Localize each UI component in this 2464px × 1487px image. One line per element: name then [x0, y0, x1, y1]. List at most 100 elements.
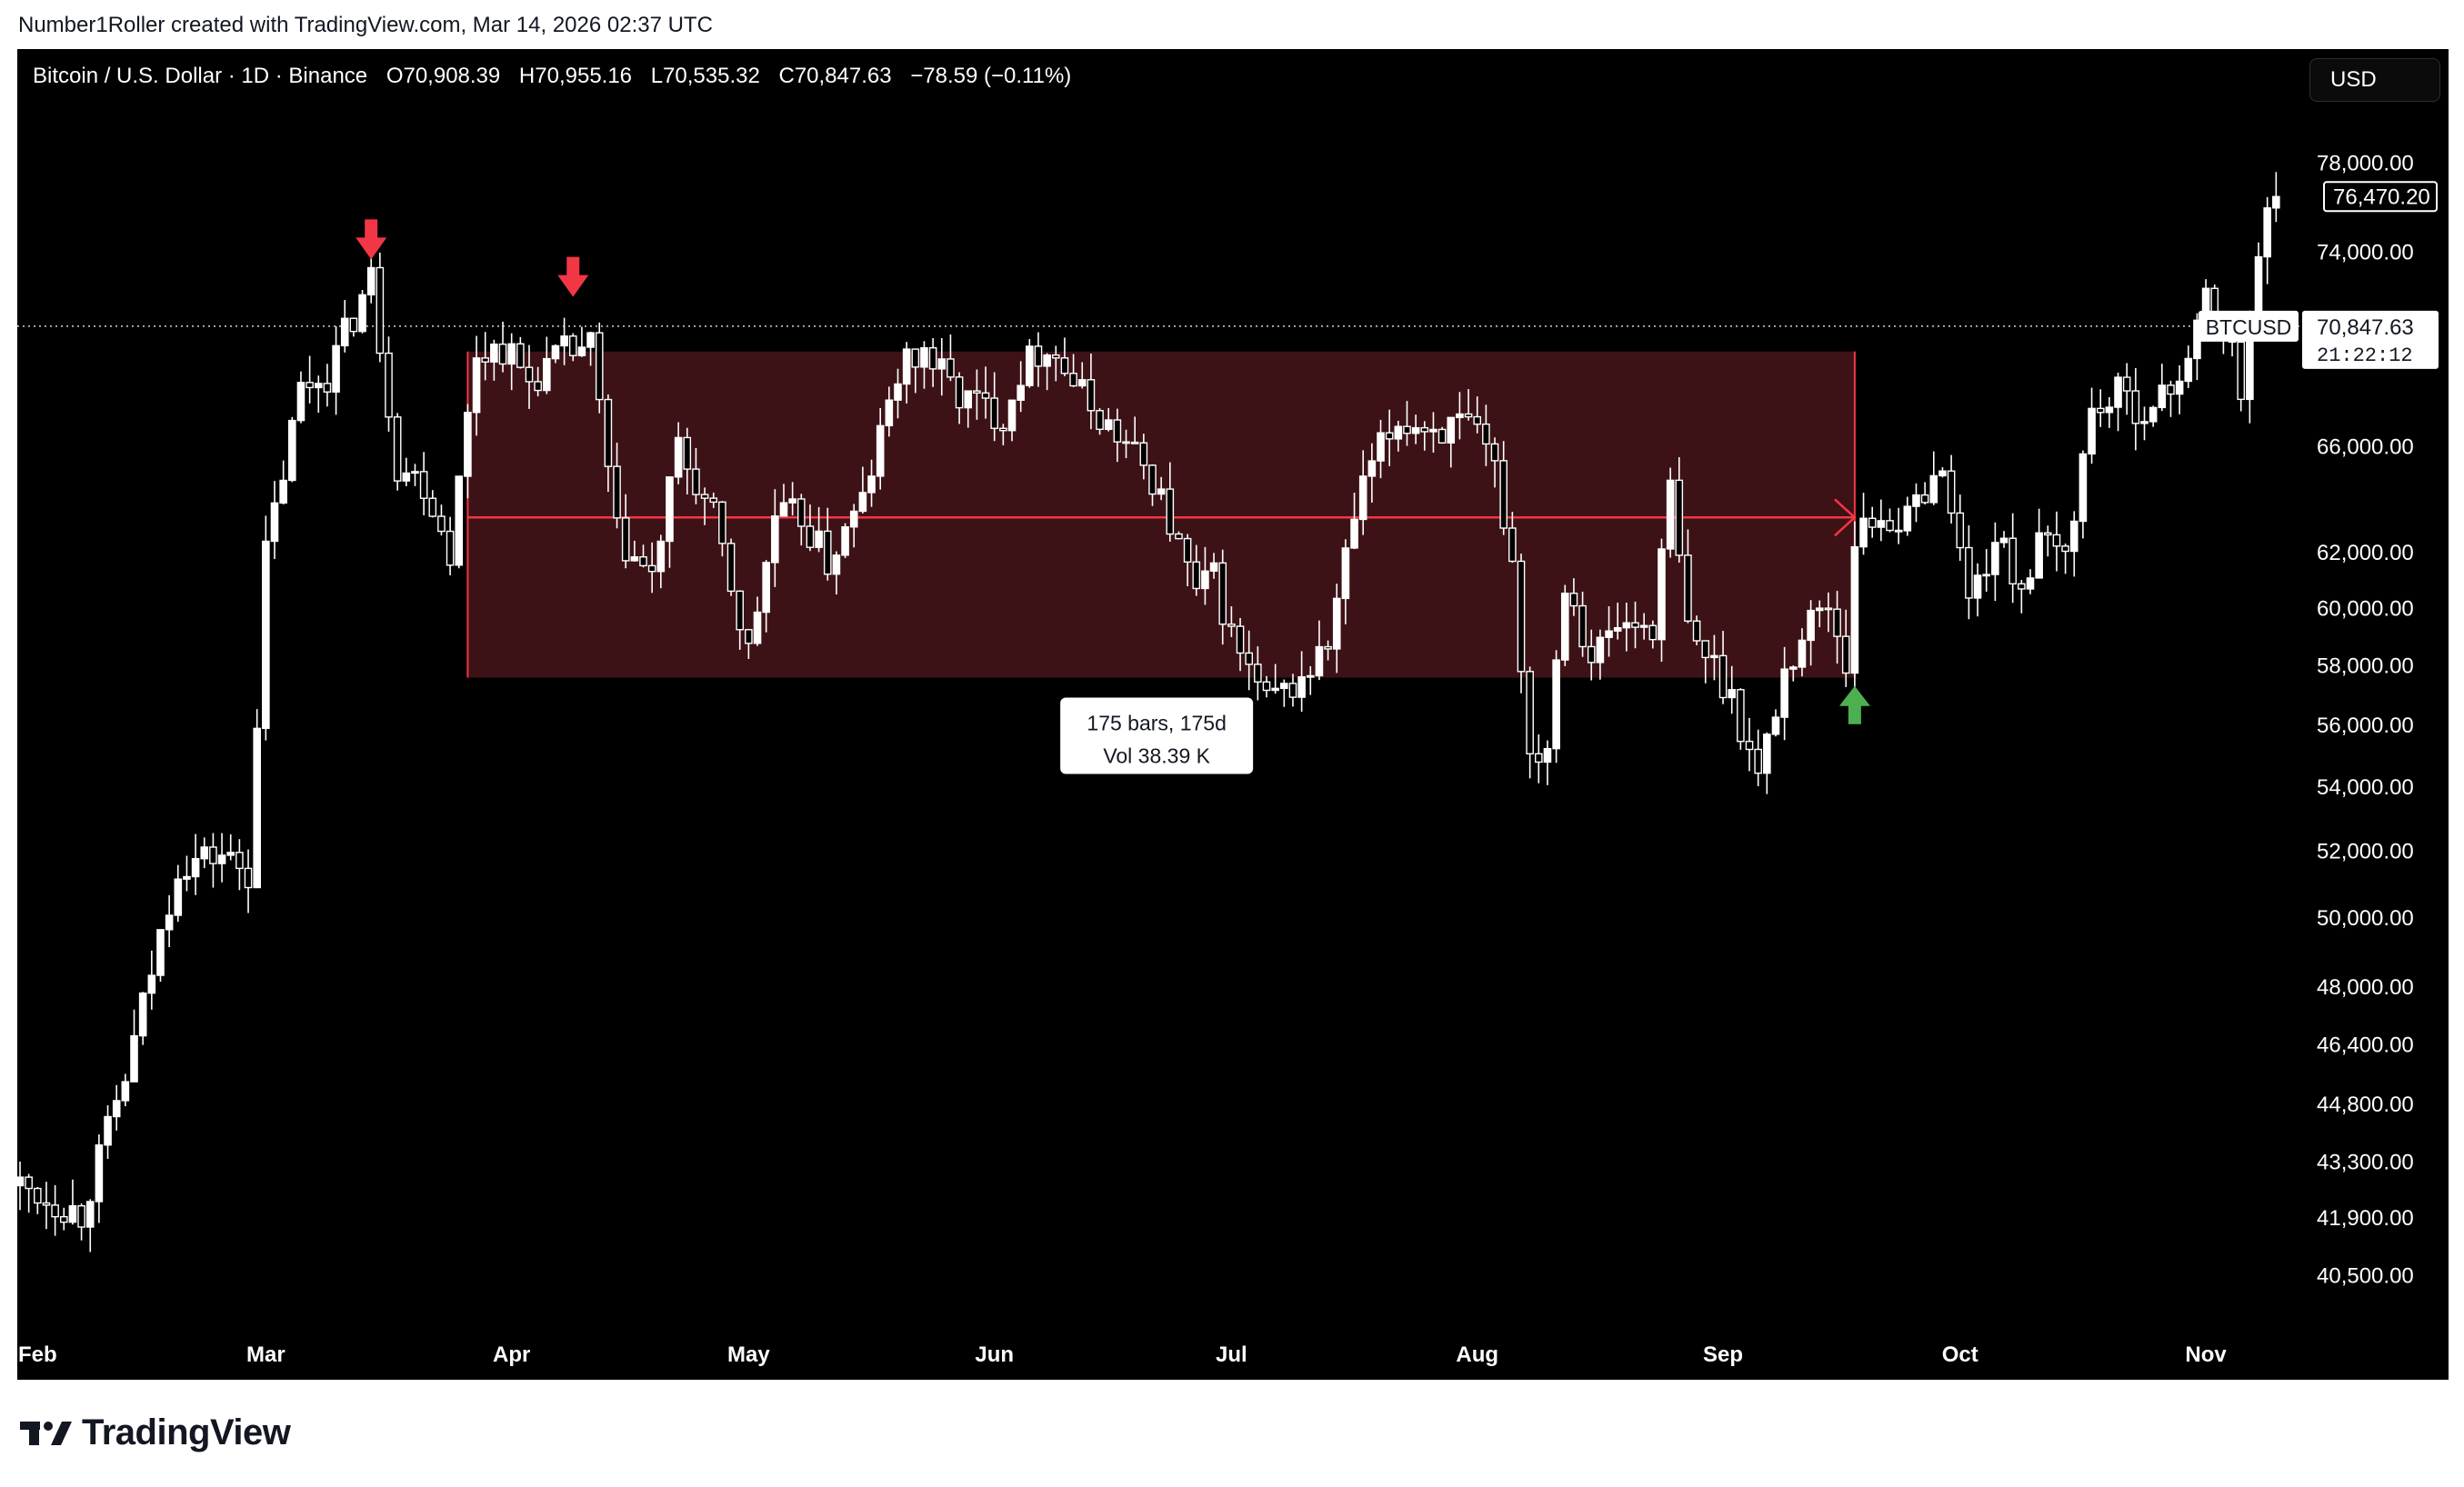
y-tick-label: 66,000.00	[2317, 434, 2414, 459]
candle-body-up	[1007, 399, 1017, 432]
candle-body-up	[1798, 639, 1807, 668]
candle-body-up	[1394, 425, 1403, 440]
candle	[1262, 675, 1271, 698]
candle-body-up	[1280, 683, 1288, 690]
candle-body-up	[1017, 384, 1025, 401]
candle-body-up	[1815, 607, 1824, 612]
tradingview-brand[interactable]: TradingView	[20, 1412, 291, 1453]
candle-body-up	[2148, 406, 2158, 423]
attribution-text: Number1Roller created with TradingView.c…	[18, 13, 713, 37]
candle-body-up	[630, 556, 639, 562]
candle-body-down	[1437, 428, 1447, 444]
candle	[1692, 615, 1701, 645]
candle	[1437, 426, 1447, 444]
candle-body-down	[981, 392, 990, 399]
candle	[753, 596, 762, 646]
candle	[595, 322, 604, 414]
candle-body-up	[1306, 674, 1315, 678]
candle	[832, 551, 841, 595]
candle	[1026, 339, 1034, 388]
candle-body-down	[1701, 640, 1710, 659]
candle	[525, 344, 534, 409]
candle-body-up	[1877, 520, 1886, 528]
candle	[1113, 408, 1122, 463]
candle-body-up	[1077, 379, 1087, 387]
candle-body-up	[1560, 593, 1569, 661]
candle-body-up	[2026, 577, 2035, 590]
candle-body-down	[1385, 432, 1394, 440]
candle-body-down	[1473, 415, 1482, 425]
candle-body-up	[894, 383, 902, 401]
candle	[823, 507, 832, 581]
candle	[1341, 539, 1350, 624]
candle-body-down	[1648, 624, 1658, 641]
candle	[428, 490, 437, 518]
candle-body-down	[568, 335, 577, 356]
candle-body-down	[34, 1187, 42, 1204]
candle	[1139, 434, 1148, 480]
candle-body-down	[955, 376, 964, 409]
candle-body-up	[402, 472, 411, 482]
candle	[1824, 592, 1833, 633]
legend-symbol[interactable]: Bitcoin / U.S. Dollar · 1D · Binance	[33, 64, 368, 88]
candle-body-down	[323, 383, 332, 393]
candle-body-up	[1341, 547, 1350, 600]
x-tick-label: Feb	[18, 1342, 57, 1367]
candle	[736, 590, 745, 650]
candle	[1377, 419, 1385, 479]
candle-body-down	[305, 382, 314, 389]
candles-layer	[15, 172, 2280, 1252]
candle-body-up	[366, 266, 376, 296]
candle	[1868, 506, 1877, 538]
candle-body-up	[937, 358, 947, 370]
candle	[604, 394, 613, 493]
candle	[1183, 534, 1192, 587]
candle	[253, 709, 261, 889]
legend-change: −78.59 (−0.11%)	[910, 64, 1072, 88]
last-price-box	[2323, 181, 2438, 213]
candle-body-up	[112, 1100, 121, 1118]
candle	[15, 1161, 25, 1211]
candle	[1675, 457, 1684, 563]
candle-body-up	[762, 562, 770, 614]
candle-body-up	[815, 530, 823, 548]
candle	[209, 833, 217, 888]
candle	[806, 504, 815, 552]
candle	[2184, 345, 2193, 388]
candle-body-down	[51, 1204, 59, 1218]
candle	[1508, 512, 1517, 564]
candle	[1096, 408, 1104, 435]
candle-body-up	[1271, 687, 1279, 692]
currency-button[interactable]: USD	[2309, 58, 2440, 102]
candle-body-down	[736, 590, 745, 631]
candle	[1982, 549, 1991, 592]
candle	[1639, 613, 1648, 640]
candle-body-up	[165, 914, 174, 931]
range-label-volume: Vol 38.39 K	[1103, 744, 1210, 768]
legend-high: H70,955.16	[518, 64, 633, 88]
candle	[1060, 337, 1069, 376]
candle-body-up	[2088, 407, 2096, 455]
y-tick-label: 50,000.00	[2317, 906, 2414, 931]
candle-body-down	[446, 530, 455, 566]
candle-body-down	[2008, 537, 2017, 585]
candle	[2122, 363, 2131, 415]
candle-body-up	[1666, 479, 1675, 550]
candle	[1965, 524, 1973, 620]
candle-body-up	[1201, 570, 1209, 590]
candle	[200, 837, 209, 869]
candle	[270, 481, 279, 560]
candle-body-down	[1087, 379, 1096, 412]
candle	[516, 336, 525, 369]
candle	[1288, 674, 1297, 707]
candle-body-down	[209, 846, 217, 864]
candle	[2148, 405, 2158, 427]
candle	[621, 494, 630, 569]
candle-body-up	[1639, 624, 1648, 628]
y-tick-label: 78,000.00	[2317, 151, 2414, 175]
candle	[973, 369, 981, 420]
candle-body-up	[771, 515, 779, 564]
candle-body-down	[718, 501, 726, 544]
candle-body-up	[104, 1115, 112, 1146]
